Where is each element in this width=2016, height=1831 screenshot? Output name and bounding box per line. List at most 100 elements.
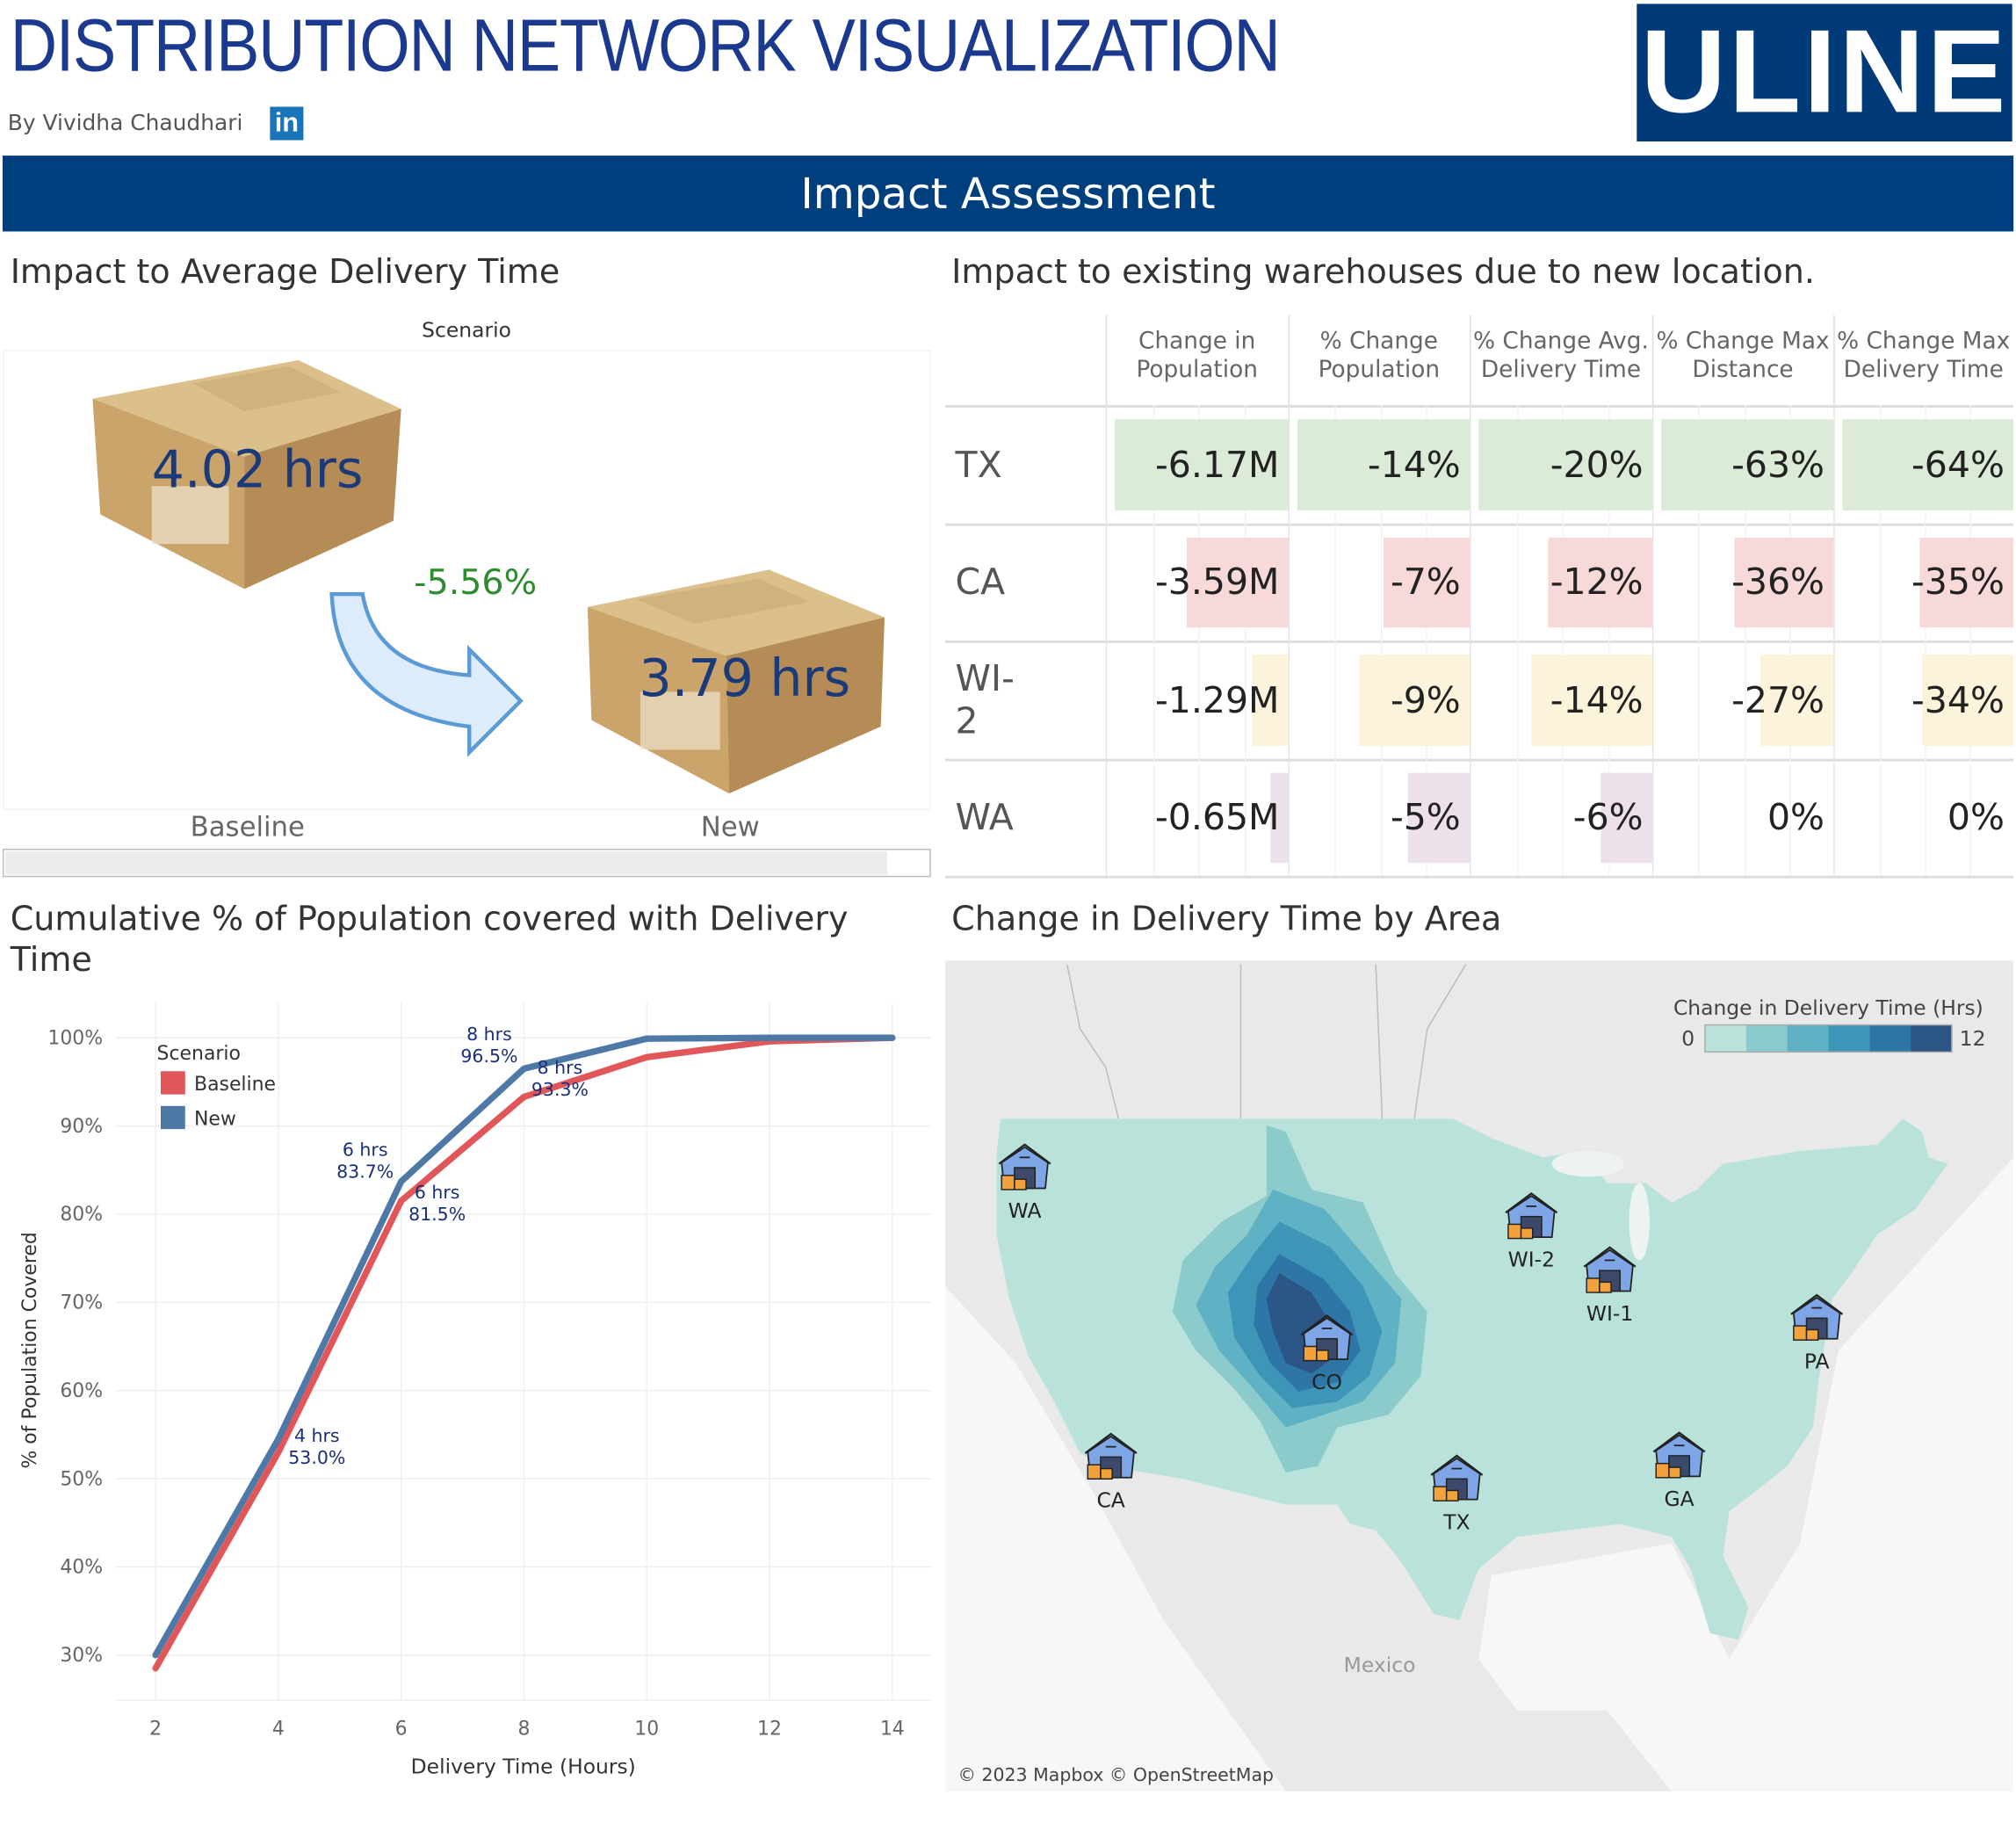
delivery-time-title: Impact to Average Delivery Time xyxy=(10,253,560,293)
cell-gridline xyxy=(1698,640,1701,759)
row-divider xyxy=(944,405,2014,408)
linkedin-icon[interactable]: in xyxy=(270,106,304,141)
warehouse-label: CO xyxy=(1311,1370,1342,1394)
warehouse-marker[interactable]: TX xyxy=(1430,1454,1484,1534)
cell-gridline xyxy=(1334,523,1337,640)
y-tick-label: 60% xyxy=(60,1380,103,1402)
warehouse-label: GA xyxy=(1665,1487,1694,1511)
map-title: Change in Delivery Time by Area xyxy=(951,900,1502,939)
series-line-new[interactable] xyxy=(152,1034,896,1659)
delivery-time-map[interactable]: Change in Delivery Time (Hrs) 0 12 WA WI-2 W… xyxy=(944,960,2014,1791)
cell-gridline xyxy=(1516,640,1518,759)
point-annotation-hours: 8 hrs xyxy=(466,1024,512,1045)
point-annotation-percent: 93.3% xyxy=(531,1079,589,1100)
cell-value: -35% xyxy=(1911,561,2005,604)
series-line-baseline[interactable] xyxy=(152,1034,896,1672)
cell-gridline xyxy=(1198,640,1200,759)
cell-bar xyxy=(1530,655,1652,746)
row-divider xyxy=(944,523,2014,526)
cell-gridline xyxy=(1244,640,1246,759)
row-divider xyxy=(944,875,2014,879)
x-tick-label: 14 xyxy=(880,1719,905,1741)
row-divider xyxy=(944,640,2014,643)
horizontal-scrollbar[interactable] xyxy=(2,849,931,878)
map-attribution[interactable]: © 2023 Mapbox © OpenStreetMap xyxy=(957,1764,1274,1785)
y-tick-label: 100% xyxy=(47,1028,103,1050)
cell-gridline xyxy=(1879,758,1882,876)
warehouse-label: WA xyxy=(1008,1198,1042,1223)
warehouse-marker[interactable]: GA xyxy=(1652,1431,1706,1511)
column-header: % Change Max Delivery Time xyxy=(1833,328,2013,384)
new-axis-label: New xyxy=(700,811,760,843)
table-cell: -14% xyxy=(1288,405,1471,524)
warehouse-marker[interactable]: PA xyxy=(1790,1293,1844,1373)
cell-bar xyxy=(1548,537,1652,628)
header-divider xyxy=(1105,315,1108,406)
cell-bar xyxy=(1252,655,1289,746)
header-divider xyxy=(1651,315,1654,406)
point-annotation-percent: 53.0% xyxy=(288,1447,345,1468)
x-tick-label: 4 xyxy=(272,1719,285,1741)
uline-logo: ULINE xyxy=(1637,4,2012,142)
cell-value: -0.65M xyxy=(1154,796,1280,839)
legend-swatch[interactable] xyxy=(160,1071,185,1095)
column-header-line: Change in xyxy=(1138,328,1256,355)
row-label: WI-2 xyxy=(955,656,1015,742)
scrollbar-thumb[interactable] xyxy=(4,850,887,875)
cell-bar xyxy=(1919,537,2014,628)
header-divider xyxy=(1833,315,1835,406)
cell-gridline xyxy=(1516,758,1518,876)
column-header-line: Delivery Time xyxy=(1480,356,1642,384)
cell-value: -63% xyxy=(1731,443,1825,486)
warehouse-marker[interactable]: WA xyxy=(998,1143,1051,1223)
percent-change: -5.56% xyxy=(414,563,538,604)
table-cell: -6.17M xyxy=(1105,405,1290,524)
warehouse-icon xyxy=(998,1143,1051,1191)
column-header-line: Distance xyxy=(1692,356,1794,384)
cell-gridline xyxy=(1380,523,1382,640)
cell-bar xyxy=(1358,655,1470,746)
warehouse-icon xyxy=(1300,1314,1354,1362)
cell-value: -5% xyxy=(1390,796,1461,839)
cell-value: 0% xyxy=(1767,796,1825,839)
section-banner: Impact Assessment xyxy=(2,156,2014,232)
cell-gridline xyxy=(1244,758,1246,876)
cell-bar xyxy=(1759,655,1834,746)
y-tick-label: 70% xyxy=(60,1292,103,1314)
coverage-chart-title-line2: Time xyxy=(10,941,92,981)
column-header-line: % Change Max xyxy=(1837,328,2011,355)
map-legend-step xyxy=(1911,1024,1952,1053)
cell-bar xyxy=(1600,772,1652,864)
warehouse-marker[interactable]: WI-1 xyxy=(1583,1246,1637,1326)
legend-item[interactable]: Baseline xyxy=(194,1074,276,1096)
column-header: % Change Population xyxy=(1289,328,1470,384)
point-annotation-hours: 6 hrs xyxy=(415,1182,460,1203)
table-cell: -64% xyxy=(1833,405,2014,524)
cell-gridline xyxy=(1334,758,1337,876)
column-header-line: % Change Max xyxy=(1656,328,1830,355)
map-legend-title: Change in Delivery Time (Hrs) xyxy=(1673,995,1983,1020)
point-annotation-percent: 81.5% xyxy=(408,1204,466,1225)
cell-value: -3.59M xyxy=(1154,561,1280,604)
point-annotation-percent: 83.7% xyxy=(336,1161,394,1182)
point-annotation-percent: 96.5% xyxy=(460,1046,517,1067)
warehouse-label: TX xyxy=(1442,1509,1470,1534)
cell-value: -14% xyxy=(1550,678,1644,721)
column-header-line: Population xyxy=(1318,356,1441,384)
table-cell: -27% xyxy=(1651,640,1835,759)
legend-swatch[interactable] xyxy=(160,1105,185,1130)
warehouse-icon xyxy=(1652,1431,1706,1479)
table-cell: -9% xyxy=(1288,640,1471,759)
cell-value: -7% xyxy=(1390,561,1461,604)
cell-value: 0% xyxy=(1947,796,2005,839)
warehouse-icon xyxy=(1583,1246,1637,1293)
warehouse-icon xyxy=(1430,1454,1484,1502)
table-cell: -6% xyxy=(1470,758,1653,876)
warehouse-marker[interactable]: CA xyxy=(1084,1432,1138,1512)
warehouse-marker[interactable]: CO xyxy=(1300,1314,1354,1394)
warehouse-marker[interactable]: WI-2 xyxy=(1505,1191,1558,1272)
column-header-line: % Change xyxy=(1319,328,1438,355)
warehouse-label: PA xyxy=(1804,1349,1830,1373)
cell-value: -12% xyxy=(1550,561,1644,604)
legend-item[interactable]: New xyxy=(194,1109,236,1131)
